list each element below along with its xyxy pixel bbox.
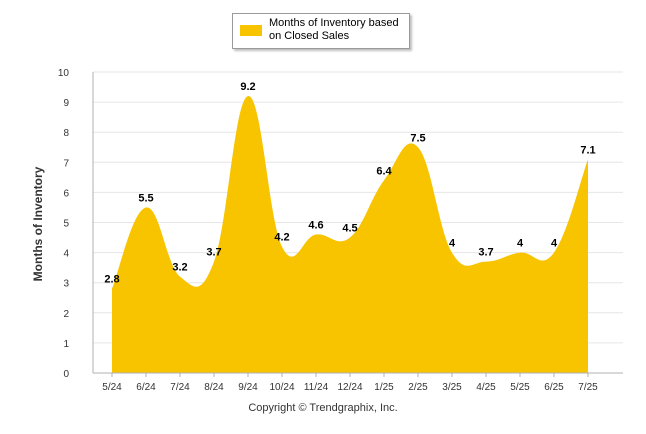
copyright-text: Copyright © Trendgraphix, Inc. <box>248 402 398 414</box>
y-tick-label: 8 <box>63 128 69 139</box>
y-tick-label: 3 <box>63 279 69 290</box>
x-tick-label: 12/24 <box>337 382 362 393</box>
y-tick-label: 0 <box>63 369 69 380</box>
axis-lines <box>92 72 623 377</box>
data-label: 4 <box>449 238 456 250</box>
data-label: 4.5 <box>342 223 357 235</box>
data-label: 4.6 <box>308 220 323 232</box>
y-axis-title: Months of Inventory <box>31 166 45 281</box>
y-tick-label: 2 <box>63 309 69 320</box>
x-tick-label: 3/25 <box>442 382 462 393</box>
x-tick-label: 2/25 <box>408 382 428 393</box>
data-labels: 2.8 5.5 3.2 3.7 9.2 4.2 4.6 4.5 6.4 7.5 4 3.7 4 4 7.1 <box>104 81 595 286</box>
legend-swatch <box>240 25 262 36</box>
data-label: 6.4 <box>376 165 392 177</box>
x-tick-label: 6/24 <box>136 382 156 393</box>
data-label: 3.7 <box>478 247 493 259</box>
data-label: 2.8 <box>104 274 119 286</box>
x-tick-label: 1/25 <box>374 382 394 393</box>
x-tick-label: 8/24 <box>204 382 224 393</box>
area-path <box>112 96 588 373</box>
data-label: 3.7 <box>206 247 221 259</box>
data-label: 4.2 <box>274 232 289 244</box>
y-tick-label: 7 <box>63 158 69 169</box>
data-label: 4 <box>517 238 524 250</box>
x-tick-label: 7/24 <box>170 382 190 393</box>
y-tick-label: 6 <box>63 188 69 199</box>
data-label: 3.2 <box>172 262 187 274</box>
legend-label: Months of Inventory based on Closed Sale… <box>269 17 407 43</box>
data-label: 4 <box>551 238 558 250</box>
data-label: 7.5 <box>410 132 425 144</box>
y-tick-label: 4 <box>63 249 69 260</box>
x-tick-label: 4/25 <box>476 382 496 393</box>
x-tick-label: 9/24 <box>238 382 258 393</box>
legend: Months of Inventory based on Closed Sale… <box>232 13 410 49</box>
data-label: 9.2 <box>240 81 255 93</box>
x-tick-label: 5/24 <box>102 382 122 393</box>
legend-label-line-2: on Closed Sales <box>269 30 350 42</box>
y-tick-label: 1 <box>63 339 69 350</box>
legend-label-line-1: Months of Inventory based <box>269 17 399 29</box>
y-tick-label: 9 <box>63 98 69 109</box>
y-tick-label: 5 <box>63 219 69 230</box>
x-tick-label: 5/25 <box>510 382 530 393</box>
y-tick-label: 10 <box>58 68 70 79</box>
x-tick-label: 6/25 <box>544 382 564 393</box>
x-tick-label: 7/25 <box>578 382 598 393</box>
x-tick-label: 10/24 <box>269 382 294 393</box>
data-label: 5.5 <box>138 192 153 204</box>
x-tick-labels: 5/24 6/24 7/24 8/24 9/24 10/24 11/24 12/24 1/25 2… <box>102 382 598 393</box>
y-tick-labels: 0 1 2 3 4 5 6 7 8 9 10 <box>58 68 70 380</box>
x-tick-label: 11/24 <box>304 382 329 393</box>
area-series <box>112 96 588 373</box>
data-label: 7.1 <box>580 144 595 156</box>
